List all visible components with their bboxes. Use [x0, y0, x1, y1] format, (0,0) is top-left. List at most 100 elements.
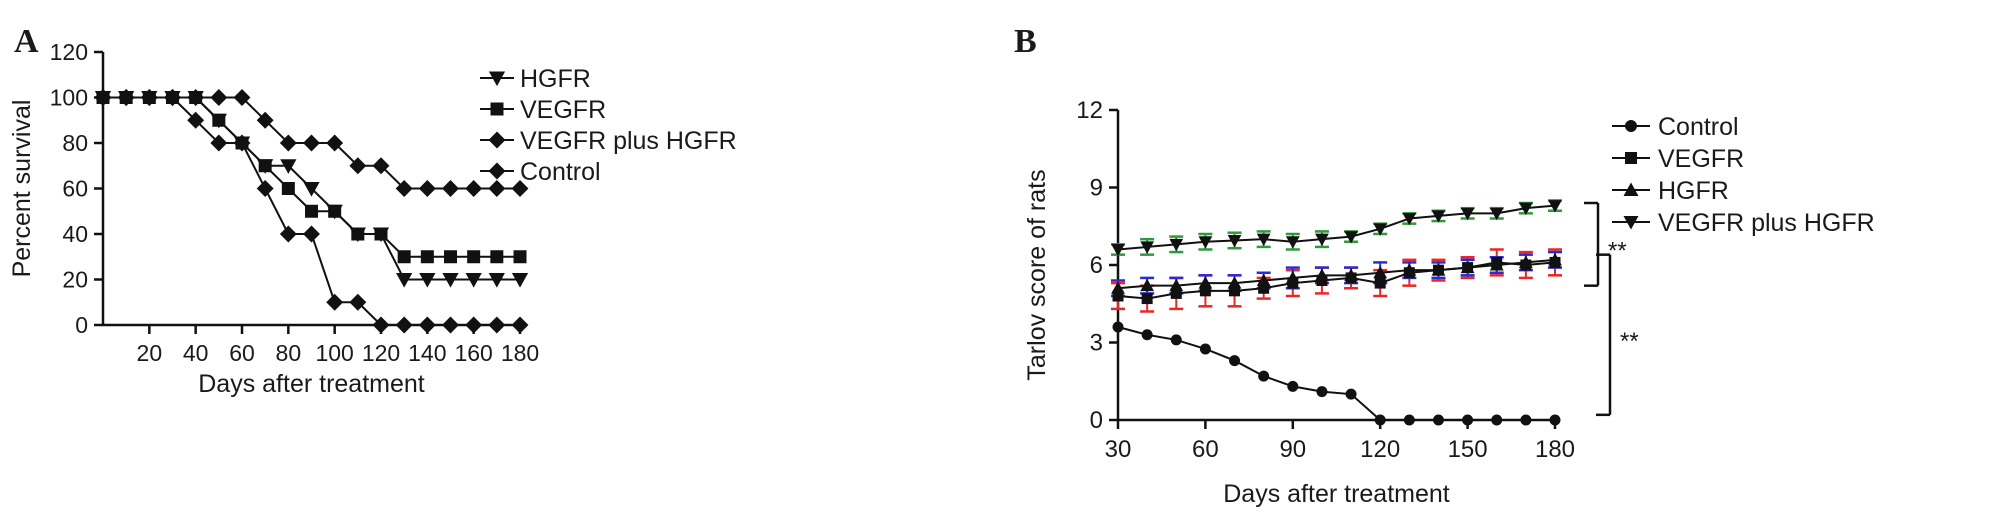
- data-point-a: [396, 273, 413, 288]
- data-point-b: [1344, 268, 1358, 281]
- series-line-b: [1117, 326, 1555, 421]
- data-point-a: [442, 180, 459, 197]
- data-point-b: [1111, 244, 1125, 257]
- data-point-a: [511, 273, 529, 288]
- data-point-a: [233, 89, 251, 106]
- x-tick-label-b: 30: [1105, 436, 1132, 463]
- data-point-a: [140, 89, 158, 106]
- data-point-b: [1169, 278, 1184, 292]
- data-point-b: [1345, 388, 1357, 400]
- data-point-b: [1374, 277, 1386, 289]
- data-point-b: [1460, 260, 1475, 274]
- data-point-b: [1227, 234, 1242, 248]
- data-point-a: [465, 273, 482, 288]
- data-point-a: [210, 89, 228, 106]
- data-point-a: [256, 111, 274, 129]
- x-tick-label-a: 140: [408, 340, 446, 366]
- data-point-b: [1140, 278, 1155, 292]
- data-point-a: [94, 89, 112, 106]
- data-point-a: [279, 134, 297, 152]
- series-line-b: [1117, 204, 1556, 251]
- data-point-b: [1141, 329, 1153, 341]
- y-tick-label-b: 6: [1090, 252, 1103, 279]
- data-point-b: [1520, 414, 1532, 426]
- data-point-a: [303, 134, 320, 152]
- legend-label-a: Control: [520, 158, 601, 186]
- data-point-b: [1548, 252, 1562, 266]
- data-point-a: [465, 180, 483, 197]
- data-point-a: [442, 316, 459, 334]
- data-point-a: [233, 134, 251, 152]
- data-point-b: [1402, 263, 1417, 276]
- y-tick-label-a: 100: [50, 85, 88, 111]
- data-point-b: [1285, 271, 1300, 284]
- y-tick-label-a: 120: [50, 39, 88, 65]
- x-tick-label-b: 180: [1535, 436, 1575, 463]
- data-point-b: [1111, 281, 1125, 294]
- x-tick-label-a: 80: [276, 340, 302, 366]
- legend-marker-b: [1623, 216, 1639, 230]
- x-tick-label-a: 20: [137, 340, 163, 366]
- data-point-b: [1489, 207, 1504, 221]
- data-point-b: [1256, 273, 1271, 286]
- x-tick-label-a: 160: [454, 340, 492, 366]
- data-point-a: [511, 316, 529, 334]
- y-tick-label-b: 3: [1090, 330, 1103, 357]
- data-point-b: [1256, 233, 1271, 247]
- data-point-a: [372, 316, 390, 334]
- data-point-a: [465, 316, 483, 334]
- data-point-b: [1373, 265, 1388, 279]
- significance-label-b: **: [1620, 328, 1639, 355]
- data-point-a: [279, 225, 297, 243]
- data-point-b: [1518, 255, 1533, 268]
- data-point-b: [1489, 258, 1504, 271]
- x-tick-label-a: 120: [362, 340, 400, 366]
- data-point-a: [395, 180, 413, 197]
- legend-label-b: Control: [1658, 113, 1739, 141]
- data-point-a: [117, 89, 135, 106]
- data-point-a: [303, 182, 320, 197]
- data-point-a: [258, 159, 272, 173]
- data-point-b: [1198, 236, 1213, 249]
- data-point-a: [187, 111, 205, 129]
- data-point-b: [1141, 293, 1153, 305]
- legend-label-b: HGFR: [1658, 177, 1729, 205]
- x-tick-label-a: 60: [229, 340, 255, 366]
- data-point-a: [488, 180, 506, 197]
- data-point-b: [1402, 213, 1417, 226]
- data-point-b: [1287, 380, 1299, 392]
- data-point-a: [281, 182, 295, 195]
- data-point-a: [490, 250, 504, 264]
- data-point-b: [1140, 241, 1155, 254]
- data-point-a: [418, 316, 436, 334]
- data-point-a: [420, 250, 434, 264]
- legend-marker-a: [488, 162, 506, 180]
- data-point-a: [488, 316, 506, 334]
- data-point-b: [1169, 238, 1184, 252]
- data-point-b: [1462, 414, 1474, 426]
- y-tick-label-a: 80: [62, 130, 88, 156]
- legend-marker-a: [490, 102, 504, 116]
- data-point-b: [1316, 386, 1328, 398]
- legend-label-a: HGFR: [520, 65, 591, 93]
- data-point-a: [305, 204, 318, 218]
- data-point-a: [349, 293, 367, 311]
- data-point-a: [303, 225, 320, 243]
- data-point-b: [1227, 276, 1242, 289]
- data-point-b: [1432, 414, 1444, 426]
- data-point-a: [513, 250, 527, 264]
- x-tick-label-a: 100: [315, 340, 353, 366]
- data-point-b: [1344, 231, 1358, 244]
- data-point-a: [326, 293, 344, 311]
- x-axis-label-a: Days after treatment: [198, 370, 425, 398]
- data-point-a: [397, 250, 411, 264]
- data-point-a: [419, 273, 436, 288]
- series-line-b: [1117, 258, 1556, 290]
- data-point-a: [444, 250, 457, 264]
- y-tick-label-b: 0: [1090, 407, 1103, 434]
- data-point-b: [1518, 202, 1533, 216]
- y-tick-label-a: 0: [75, 312, 88, 338]
- data-point-b: [1548, 200, 1562, 213]
- data-point-b: [1491, 414, 1503, 426]
